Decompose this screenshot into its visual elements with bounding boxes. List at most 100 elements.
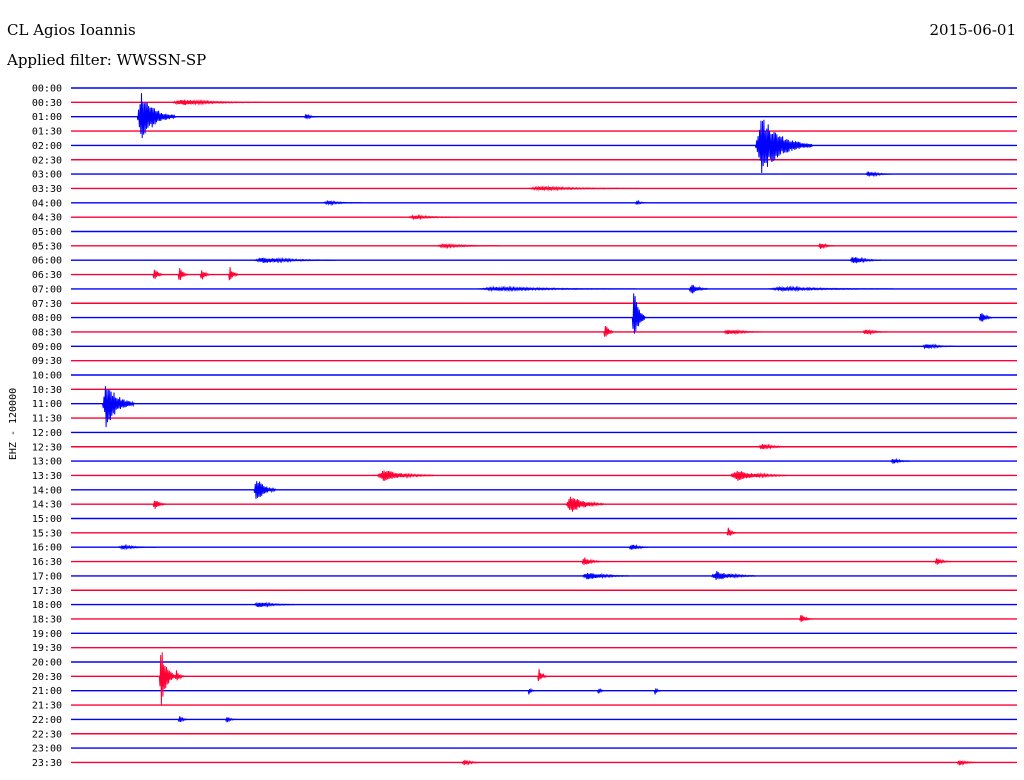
seismic-event: [862, 328, 888, 336]
time-tick-label: 04:30: [32, 213, 62, 224]
seismic-event: [461, 759, 482, 766]
seismic-event: [253, 481, 277, 499]
time-tick-label: 22:00: [32, 715, 62, 726]
seismic-event: [136, 93, 176, 139]
seismic-event: [253, 257, 337, 264]
seismic-event: [922, 343, 955, 350]
time-tick-label: 12:00: [32, 428, 62, 439]
time-tick-label: 20:30: [32, 672, 62, 683]
seismic-event: [767, 285, 895, 293]
trace-group: 00:00 00:30 01:00 01:30 02:00 02:30 03:00 03:30…: [32, 84, 1017, 769]
time-tick-label: 07:00: [32, 284, 62, 295]
time-tick-label: 00:30: [32, 98, 62, 109]
seismic-event: [729, 470, 788, 481]
time-tick-label: 16:30: [32, 557, 62, 568]
seismic-event: [537, 669, 548, 682]
time-tick-label: 03:30: [32, 184, 62, 195]
seismic-event: [477, 285, 636, 293]
time-tick-label: 06:30: [32, 270, 62, 281]
time-tick-label: 19:00: [32, 629, 62, 640]
seismic-event: [303, 113, 318, 120]
time-tick-label: 01:00: [32, 112, 62, 123]
time-tick-label: 02:00: [32, 141, 62, 152]
time-tick-label: 18:30: [32, 614, 62, 625]
time-tick-label: 11:00: [32, 399, 62, 410]
time-tick-label: 21:30: [32, 701, 62, 712]
seismic-event: [152, 500, 166, 509]
seismic-event: [758, 443, 791, 450]
seismic-event: [228, 267, 239, 281]
seismic-event: [581, 557, 602, 566]
seismic-event: [956, 759, 977, 766]
seismic-event: [817, 242, 835, 250]
seismic-event: [726, 527, 737, 536]
time-tick-label: 08:30: [32, 327, 62, 338]
time-tick-label: 17:00: [32, 571, 62, 582]
seismic-event: [528, 184, 639, 192]
seismic-event: [225, 717, 236, 723]
time-tick-label: 02:30: [32, 155, 62, 166]
time-tick-label: 15:00: [32, 514, 62, 525]
time-tick-label: 15:30: [32, 528, 62, 539]
time-tick-label: 14:30: [32, 500, 62, 511]
seismic-event: [634, 199, 646, 206]
time-tick-label: 01:30: [32, 127, 62, 138]
seismic-event: [849, 256, 882, 264]
seismic-event: [158, 652, 176, 706]
seismic-event: [710, 571, 756, 581]
time-tick-label: 08:00: [32, 313, 62, 324]
seismic-event: [723, 328, 762, 336]
seismic-event: [978, 313, 993, 322]
seismic-event: [597, 687, 605, 694]
date-label: 2015-06-01: [929, 21, 1016, 39]
time-tick-label: 10:30: [32, 385, 62, 396]
seismic-event: [527, 687, 535, 695]
seismic-event: [603, 325, 614, 337]
seismic-event: [171, 98, 261, 106]
seismic-event: [376, 470, 434, 481]
seismic-event: [152, 269, 163, 279]
time-tick-label: 09:30: [32, 356, 62, 367]
time-tick-label: 11:30: [32, 414, 62, 425]
time-tick-label: 13:30: [32, 471, 62, 482]
y-axis-label: EHZ - 120000: [8, 388, 19, 460]
seismic-event: [934, 558, 952, 565]
time-tick-label: 00:00: [32, 84, 62, 95]
time-tick-label: 23:00: [32, 744, 62, 755]
time-tick-label: 16:00: [32, 543, 62, 554]
seismic-event: [890, 457, 910, 464]
seismic-event: [653, 687, 661, 695]
time-tick-label: 05:00: [32, 227, 62, 238]
time-tick-label: 07:30: [32, 299, 62, 310]
time-tick-label: 18:00: [32, 600, 62, 611]
seismic-event: [199, 270, 211, 280]
seismic-event: [565, 496, 605, 512]
time-tick-label: 22:30: [32, 729, 62, 740]
seismic-event: [177, 716, 188, 723]
filter-label: Applied filter: WWSSN-SP: [7, 51, 207, 69]
seismic-event: [102, 386, 135, 428]
time-tick-label: 12:30: [32, 442, 62, 453]
time-tick-label: 14:00: [32, 485, 62, 496]
time-tick-label: 05:30: [32, 241, 62, 252]
seismic-event: [581, 572, 630, 580]
seismic-event: [253, 601, 296, 608]
time-tick-label: 21:00: [32, 686, 62, 697]
seismic-event: [118, 543, 157, 551]
time-tick-label: 19:30: [32, 643, 62, 654]
seismic-event: [688, 284, 709, 294]
time-tick-label: 03:00: [32, 170, 62, 181]
time-tick-label: 17:30: [32, 586, 62, 597]
seismic-event: [408, 213, 459, 221]
time-tick-label: 20:00: [32, 658, 62, 669]
seismic-event: [174, 670, 185, 681]
seismic-event: [631, 293, 646, 334]
seismic-event: [754, 119, 813, 174]
seismic-event: [177, 268, 189, 281]
seismic-event: [798, 615, 813, 622]
time-tick-label: 06:00: [32, 256, 62, 267]
seismic-event: [436, 242, 501, 250]
time-tick-label: 04:00: [32, 198, 62, 209]
time-tick-label: 13:00: [32, 457, 62, 468]
